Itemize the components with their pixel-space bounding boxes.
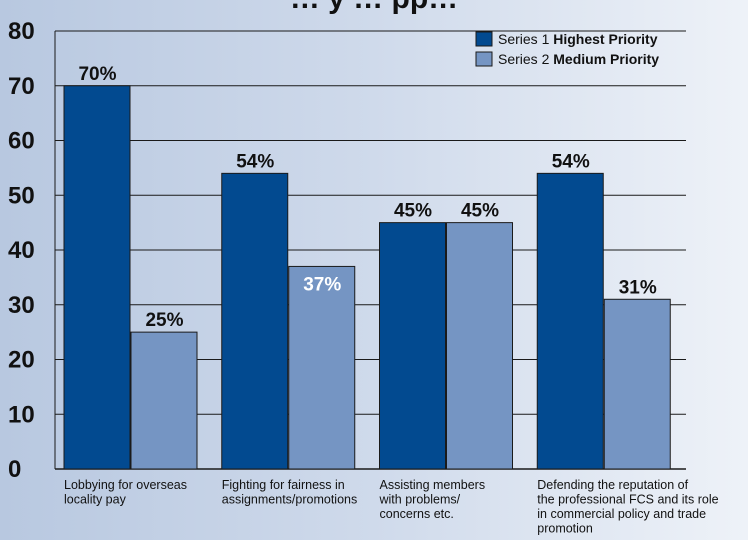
- bar-series2: [603, 298, 671, 470]
- bars: [63, 85, 671, 470]
- data-labels: 70% 25% 54% 37% 45% 45% 54% 31%: [78, 64, 656, 331]
- x-category-label: Defending the reputation of the professio…: [537, 478, 718, 536]
- category-labels: Lobbying for overseas locality pay Fightin…: [64, 478, 719, 536]
- bar-series2: [288, 265, 356, 470]
- data-label: 70%: [78, 64, 116, 85]
- y-tick-label: 80: [8, 18, 35, 45]
- bar-series2: [130, 331, 198, 470]
- y-tick-label: 20: [8, 347, 35, 374]
- legend-swatch: [475, 51, 493, 67]
- chart-title: … y … pp…: [290, 0, 458, 15]
- y-tick-label: 0: [8, 456, 21, 483]
- y-tick-label: 30: [8, 292, 35, 319]
- data-label: 45%: [394, 201, 432, 222]
- y-tick-label: 50: [8, 182, 35, 209]
- x-category-label: Assisting members with problems/concerns …: [379, 478, 486, 521]
- legend: Series 1 Highest Priority Series 2 Medium…: [475, 31, 659, 67]
- data-label: 37%: [303, 274, 341, 295]
- data-label: 25%: [145, 310, 183, 331]
- legend-entry: Series 1 Highest Priority: [498, 31, 658, 47]
- bar-series2: [446, 222, 513, 470]
- bar-series1: [63, 85, 131, 470]
- data-label: 54%: [552, 151, 590, 172]
- data-label: 54%: [236, 151, 274, 172]
- y-tick-label: 60: [8, 128, 35, 155]
- bar-series1: [536, 172, 604, 470]
- y-tick-label: 70: [8, 73, 35, 100]
- legend-entry: Series 2 Medium Priority: [498, 51, 659, 67]
- legend-swatch: [475, 31, 493, 47]
- axes: 0 10 20 30 40 50 60 70 80: [8, 18, 686, 483]
- y-tick-label: 10: [8, 401, 35, 428]
- data-label: 45%: [461, 201, 499, 222]
- y-tick-label: 40: [8, 237, 35, 264]
- x-category-label: Lobbying for overseas locality pay: [64, 478, 187, 507]
- data-label: 31%: [619, 277, 657, 298]
- bar-series1: [379, 222, 446, 470]
- bar-series1: [221, 172, 289, 470]
- x-category-label: Fighting for fairness in assignments/prom…: [222, 478, 357, 507]
